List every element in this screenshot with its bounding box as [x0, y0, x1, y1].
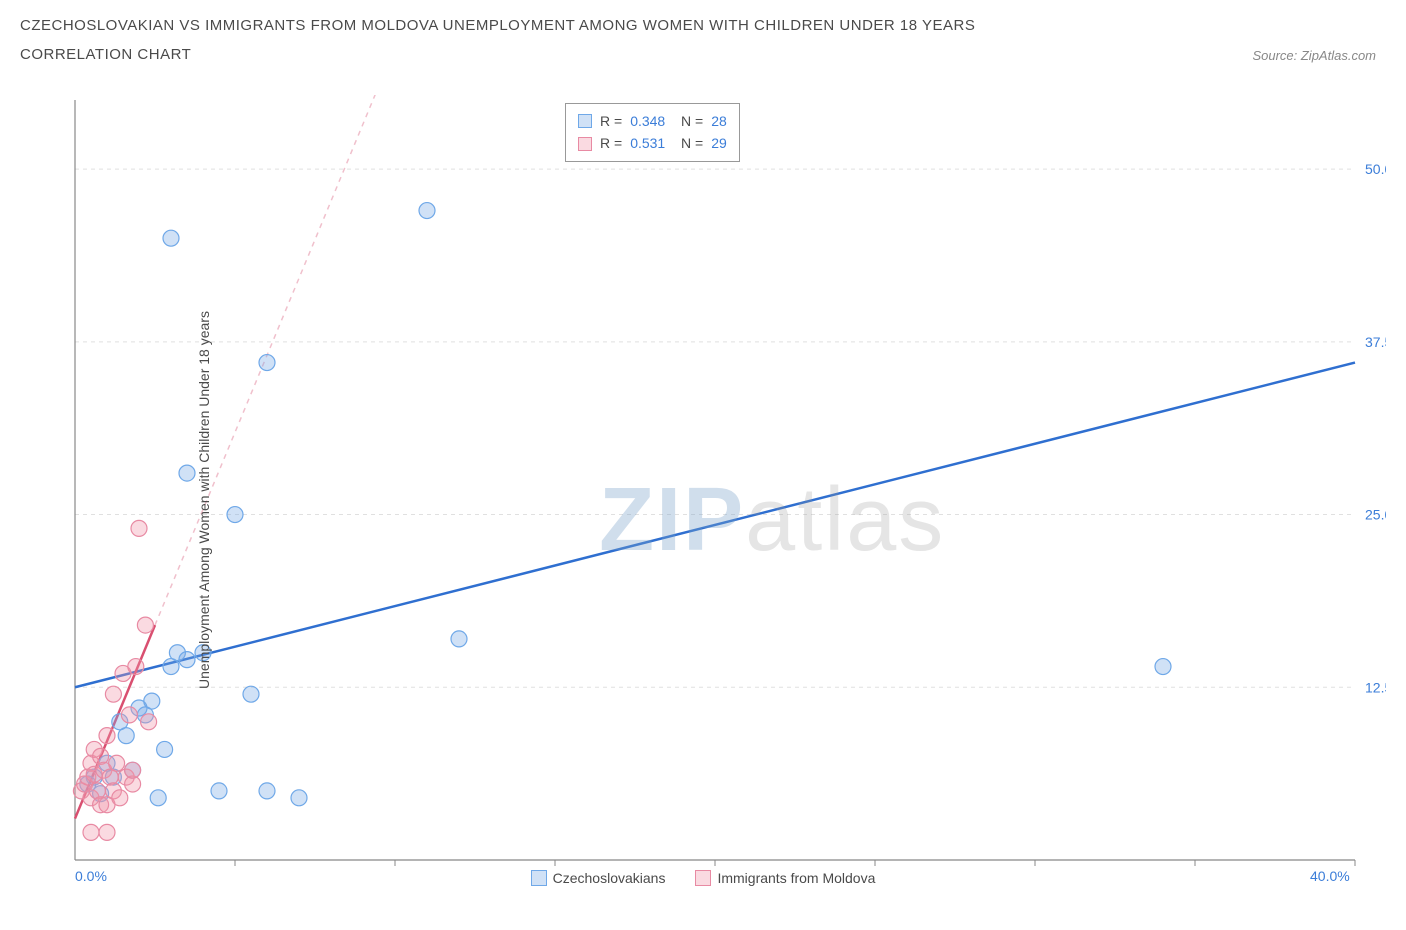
- data-point: [99, 824, 115, 840]
- stat-n-value: 28: [711, 110, 727, 132]
- data-point: [179, 465, 195, 481]
- y-tick-label: 37.5%: [1365, 334, 1386, 350]
- data-point: [112, 790, 128, 806]
- data-point: [157, 741, 173, 757]
- data-point: [163, 230, 179, 246]
- data-point: [451, 631, 467, 647]
- x-axis-max-label: 40.0%: [1310, 868, 1350, 884]
- scatter-chart: 12.5% 25.0% 37.5% 50.0%: [20, 95, 1386, 885]
- data-point: [105, 686, 121, 702]
- y-tick-label: 25.0%: [1365, 507, 1386, 523]
- data-point: [1155, 659, 1171, 675]
- data-point: [125, 762, 141, 778]
- data-point: [259, 355, 275, 371]
- chart-header: CZECHOSLOVAKIAN VS IMMIGRANTS FROM MOLDO…: [0, 0, 1406, 63]
- data-point: [291, 790, 307, 806]
- data-point: [259, 783, 275, 799]
- stat-label: R =: [600, 132, 622, 154]
- data-point: [227, 507, 243, 523]
- data-point: [179, 652, 195, 668]
- stat-r-value: 0.531: [630, 132, 665, 154]
- data-point: [141, 714, 157, 730]
- y-axis-label: Unemployment Among Women with Children U…: [196, 311, 212, 689]
- data-point: [243, 686, 259, 702]
- data-point: [137, 617, 153, 633]
- stats-legend: R = 0.348 N = 28 R = 0.531 N = 29: [565, 103, 740, 162]
- data-point: [109, 755, 125, 771]
- legend-label: Immigrants from Moldova: [717, 870, 875, 886]
- data-point: [121, 707, 137, 723]
- x-axis-origin-label: 0.0%: [75, 868, 107, 884]
- data-point: [211, 783, 227, 799]
- chart-subtitle: CORRELATION CHART: [20, 46, 1386, 63]
- stat-label: N =: [673, 110, 703, 132]
- data-point: [419, 203, 435, 219]
- stat-r-value: 0.348: [630, 110, 665, 132]
- legend-label: Czechoslovakians: [553, 870, 666, 886]
- bottom-legend: Czechoslovakians Immigrants from Moldova: [20, 866, 1386, 890]
- data-point: [83, 824, 99, 840]
- legend-swatch: [578, 114, 592, 128]
- data-point: [150, 790, 166, 806]
- stat-label: R =: [600, 110, 622, 132]
- legend-swatch: [578, 137, 592, 151]
- legend-swatch: [695, 870, 711, 886]
- stat-label: N =: [673, 132, 703, 154]
- chart-title: CZECHOSLOVAKIAN VS IMMIGRANTS FROM MOLDO…: [20, 14, 1386, 38]
- stats-legend-row: R = 0.348 N = 28: [578, 110, 727, 132]
- stats-legend-row: R = 0.531 N = 29: [578, 132, 727, 154]
- y-tick-label: 50.0%: [1365, 161, 1386, 177]
- y-tick-label: 12.5%: [1365, 679, 1386, 695]
- data-point: [128, 659, 144, 675]
- data-point: [99, 728, 115, 744]
- data-point: [118, 728, 134, 744]
- data-point: [131, 520, 147, 536]
- data-point: [144, 693, 160, 709]
- legend-item: Czechoslovakians: [531, 870, 666, 886]
- stat-n-value: 29: [711, 132, 727, 154]
- source-attribution: Source: ZipAtlas.com: [1252, 48, 1376, 63]
- legend-swatch: [531, 870, 547, 886]
- legend-item: Immigrants from Moldova: [695, 870, 875, 886]
- chart-area: Unemployment Among Women with Children U…: [20, 95, 1386, 905]
